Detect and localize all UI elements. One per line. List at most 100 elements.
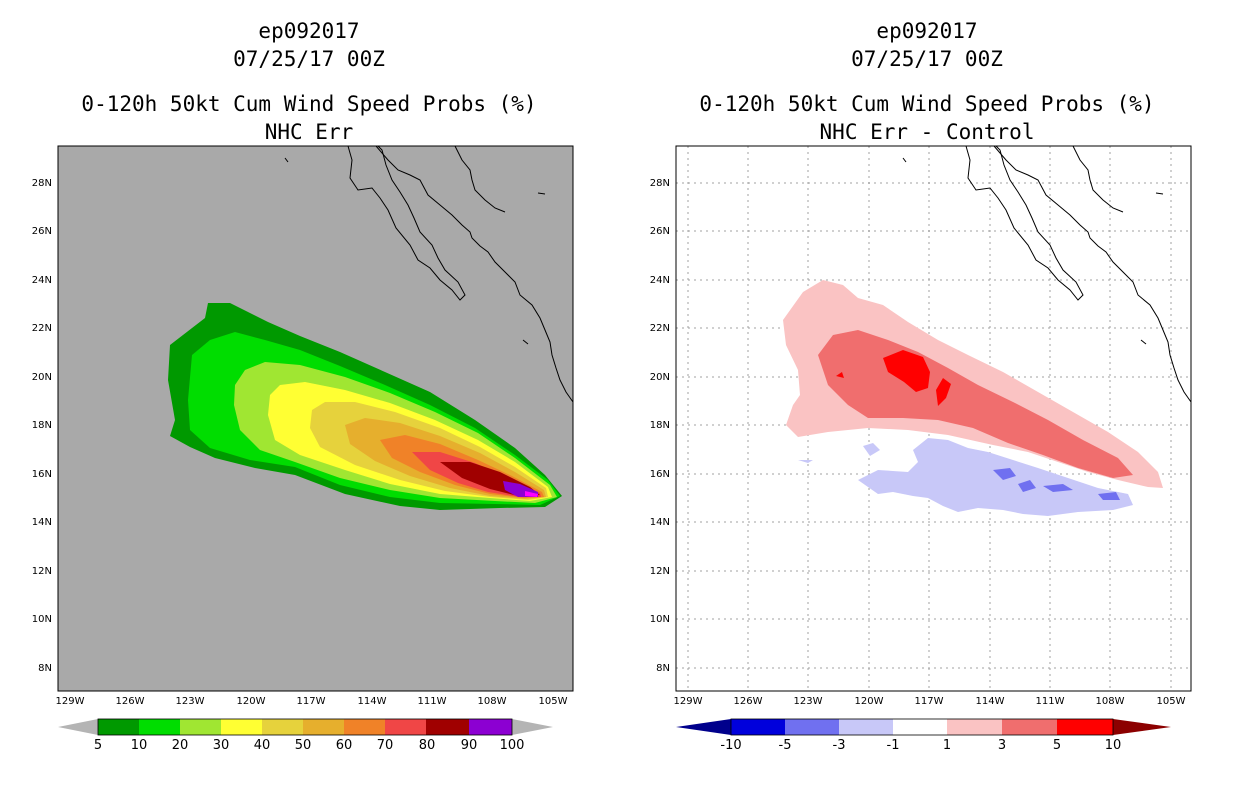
lat-label: 16N bbox=[650, 469, 670, 480]
colorbar-label: 1 bbox=[943, 738, 951, 753]
colorbar-left: 5 10 20 30 40 50 60 70 80 90 100 bbox=[58, 718, 553, 753]
lat-label: 26N bbox=[32, 226, 52, 237]
product-subtitle: NHC Err - Control bbox=[819, 120, 1035, 144]
lat-label: 14N bbox=[650, 517, 670, 528]
lon-label: 114W bbox=[976, 696, 1005, 707]
colorbar-label: -10 bbox=[720, 738, 741, 753]
lon-tick-labels: 129W 126W 123W 120W 117W 114W 111W 108W … bbox=[56, 696, 568, 707]
colorbar-label: 3 bbox=[998, 738, 1006, 753]
contour-positive-5b bbox=[936, 378, 951, 406]
colorbar-label: -3 bbox=[833, 738, 846, 753]
colorbar-frame bbox=[97, 718, 513, 736]
map-frame bbox=[675, 145, 1192, 692]
colorbar-swatch bbox=[839, 719, 894, 735]
colorbar-swatch bbox=[731, 719, 786, 735]
lon-label: 108W bbox=[1096, 696, 1125, 707]
colorbar-label: 50 bbox=[295, 738, 312, 753]
colorbar-swatches bbox=[98, 719, 512, 735]
colorbar-label: 10 bbox=[131, 738, 148, 753]
product-title: 0-120h 50kt Cum Wind Speed Probs (%) bbox=[81, 92, 537, 116]
colorbar-label: -5 bbox=[779, 738, 792, 753]
colorbar-swatch bbox=[98, 719, 140, 735]
lat-label: 24N bbox=[650, 275, 670, 286]
colorbar-label: 30 bbox=[213, 738, 230, 753]
contour-negative-1 bbox=[858, 438, 1133, 516]
lat-tick-labels: 28N 26N 24N 22N 20N 18N 16N 14N 12N 10N … bbox=[32, 178, 52, 674]
contour-positive-5 bbox=[883, 350, 930, 392]
colorbar-label: 10 bbox=[1105, 738, 1122, 753]
lon-label: 123W bbox=[176, 696, 205, 707]
lat-label: 20N bbox=[650, 372, 670, 383]
lon-label: 126W bbox=[116, 696, 145, 707]
colorbar-swatch bbox=[947, 719, 1003, 735]
lon-label: 105W bbox=[1157, 696, 1186, 707]
contour-negative-3 bbox=[993, 468, 1016, 480]
lon-label: 111W bbox=[1036, 696, 1065, 707]
colorbar-swatch bbox=[469, 719, 512, 735]
lat-label: 14N bbox=[32, 517, 52, 528]
contour-100 bbox=[525, 491, 538, 497]
lat-label: 18N bbox=[650, 420, 670, 431]
colorbar-swatch bbox=[1057, 719, 1113, 735]
colorbar-swatch bbox=[785, 719, 840, 735]
lat-tick-labels: 28N 26N 24N 22N 20N 18N 16N 14N 12N 10N … bbox=[650, 178, 670, 674]
storm-id: ep092017 bbox=[258, 19, 360, 43]
lat-label: 10N bbox=[32, 614, 52, 625]
lat-label: 22N bbox=[650, 323, 670, 334]
lat-label: 20N bbox=[32, 372, 52, 383]
lon-label: 111W bbox=[418, 696, 447, 707]
probability-contours bbox=[168, 303, 562, 510]
lon-label: 123W bbox=[794, 696, 823, 707]
colorbar-swatch bbox=[262, 719, 304, 735]
lon-label: 129W bbox=[674, 696, 703, 707]
colorbar-label: 40 bbox=[254, 738, 271, 753]
colorbar-swatch bbox=[139, 719, 181, 735]
lon-label: 114W bbox=[358, 696, 387, 707]
product-subtitle: NHC Err bbox=[264, 120, 354, 144]
lat-label: 26N bbox=[650, 226, 670, 237]
product-title: 0-120h 50kt Cum Wind Speed Probs (%) bbox=[699, 92, 1155, 116]
lat-label: 22N bbox=[32, 323, 52, 334]
colorbar-label: 5 bbox=[1053, 738, 1061, 753]
forecast-time: 07/25/17 00Z bbox=[851, 47, 1003, 71]
difference-map: 28N 26N 24N 22N 20N 18N 16N 14N 12N 10N … bbox=[650, 145, 1192, 707]
lon-label: 108W bbox=[478, 696, 507, 707]
contour-negative-3d bbox=[1098, 492, 1120, 500]
difference-contours bbox=[783, 280, 1163, 516]
colorbar-swatch bbox=[1002, 719, 1058, 735]
map-grid bbox=[676, 146, 1191, 691]
contour-positive-5c bbox=[836, 372, 844, 378]
lon-tick-labels: 129W 126W 123W 120W 117W 114W 111W 108W … bbox=[674, 696, 1186, 707]
lat-label: 12N bbox=[650, 566, 670, 577]
colorbar-label: 20 bbox=[172, 738, 189, 753]
colorbar-label: 90 bbox=[461, 738, 478, 753]
probability-map: 28N 26N 24N 22N 20N 18N 16N 14N 12N 10N … bbox=[32, 145, 574, 707]
colorbar-label: 80 bbox=[419, 738, 436, 753]
colorbar-swatch bbox=[426, 719, 470, 735]
lat-label: 16N bbox=[32, 469, 52, 480]
lat-label: 12N bbox=[32, 566, 52, 577]
lat-label: 18N bbox=[32, 420, 52, 431]
lon-label: 117W bbox=[297, 696, 326, 707]
contour-negative-3c bbox=[1043, 484, 1073, 492]
colorbar-label: 5 bbox=[94, 738, 102, 753]
colorbar-swatch bbox=[344, 719, 386, 735]
contour-negative-1b bbox=[863, 443, 880, 456]
colorbar-arrow-high bbox=[512, 719, 553, 735]
storm-id: ep092017 bbox=[876, 19, 978, 43]
colorbar-labels: 5 10 20 30 40 50 60 70 80 90 100 bbox=[94, 738, 525, 753]
colorbar-frame bbox=[730, 718, 1114, 736]
left-panel: ep092017 07/25/17 00Z 0-120h 50kt Cum Wi… bbox=[32, 19, 574, 753]
forecast-time: 07/25/17 00Z bbox=[233, 47, 385, 71]
colorbar-swatch bbox=[180, 719, 222, 735]
colorbar-right: -10 -5 -3 -1 1 3 5 10 bbox=[676, 718, 1171, 753]
colorbar-arrow-low bbox=[676, 719, 731, 735]
right-panel: ep092017 07/25/17 00Z 0-120h 50kt Cum Wi… bbox=[618, 0, 1236, 800]
coastline bbox=[902, 145, 1192, 403]
colorbar-arrow-high bbox=[1113, 719, 1171, 735]
contour-negative-3b bbox=[1018, 480, 1036, 492]
colorbar-label: 70 bbox=[377, 738, 394, 753]
coastline bbox=[284, 145, 574, 403]
lat-label: 28N bbox=[650, 178, 670, 189]
contour-negative-1c bbox=[798, 460, 813, 463]
